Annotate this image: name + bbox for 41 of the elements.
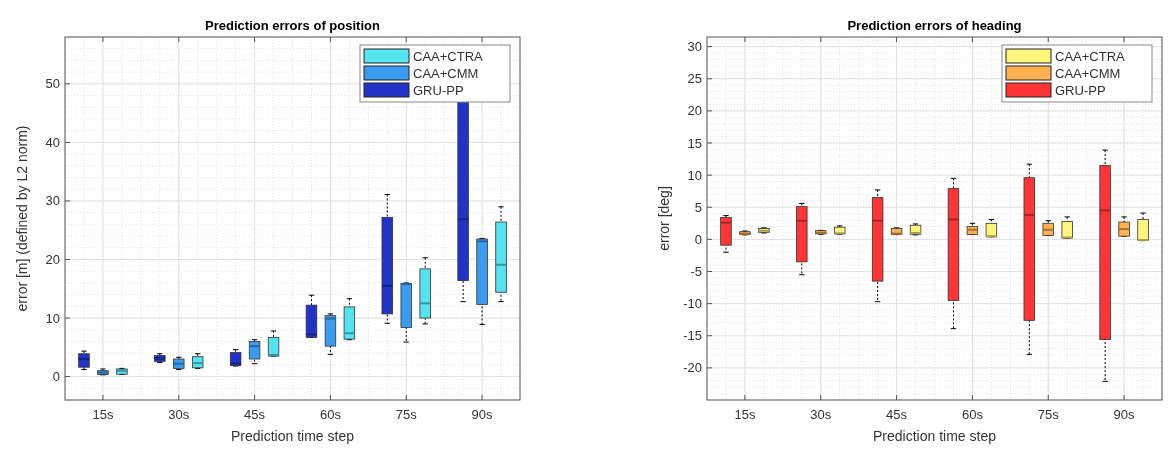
x-tick-label: 90s <box>1113 407 1136 422</box>
legend-label: CAA+CMM <box>1055 65 1121 81</box>
x-axis-title: Prediction time step <box>231 428 355 444</box>
y-tick-label: 20 <box>687 103 702 119</box>
x-tick-label: 75s <box>1037 407 1060 422</box>
x-tick-label: 15s <box>734 407 756 422</box>
x-tick-label: 60s <box>961 407 984 422</box>
y-axis-title: error [m] (defined by L2 norm) <box>14 125 30 312</box>
x-tick-label: 45s <box>244 407 266 422</box>
legend-label: CAA+CTRA <box>1055 48 1126 64</box>
x-tick-label: 60s <box>319 407 342 422</box>
y-tick-label: 0 <box>694 231 702 247</box>
x-tick-label: 30s <box>810 407 832 422</box>
chart-title: Prediction errors of position <box>205 18 380 33</box>
legend-label: CAA+CTRA <box>413 48 484 64</box>
y-tick-label: 5 <box>694 199 702 215</box>
y-tick-label: 0 <box>52 369 60 385</box>
x-tick-label: 90s <box>471 407 494 422</box>
x-tick-label: 15s <box>92 407 114 422</box>
y-tick-label: 25 <box>687 71 702 87</box>
x-axis-title: Prediction time step <box>873 428 997 444</box>
y-tick-label: 30 <box>687 39 702 55</box>
legend-label: CAA+CMM <box>413 65 479 81</box>
x-tick-label: 45s <box>886 407 908 422</box>
y-tick-label: 50 <box>45 76 60 92</box>
x-tick-label: 75s <box>395 407 418 422</box>
y-tick-label: 20 <box>45 252 60 268</box>
legend-label: GRU-PP <box>1055 82 1106 98</box>
y-tick-label: -5 <box>690 264 702 280</box>
y-axis-title: error [deg] <box>656 186 672 251</box>
y-tick-label: -10 <box>683 296 702 312</box>
y-tick-label: 40 <box>45 134 60 150</box>
y-tick-label: 15 <box>687 135 702 151</box>
y-tick-label: -20 <box>683 360 702 376</box>
y-tick-label: 10 <box>45 310 60 326</box>
y-tick-label: -15 <box>683 328 702 344</box>
legend-label: GRU-PP <box>413 82 464 98</box>
x-tick-label: 30s <box>168 407 190 422</box>
chart-title: Prediction errors of heading <box>847 18 1022 33</box>
y-tick-label: 30 <box>45 193 60 209</box>
y-tick-label: 10 <box>687 167 702 183</box>
